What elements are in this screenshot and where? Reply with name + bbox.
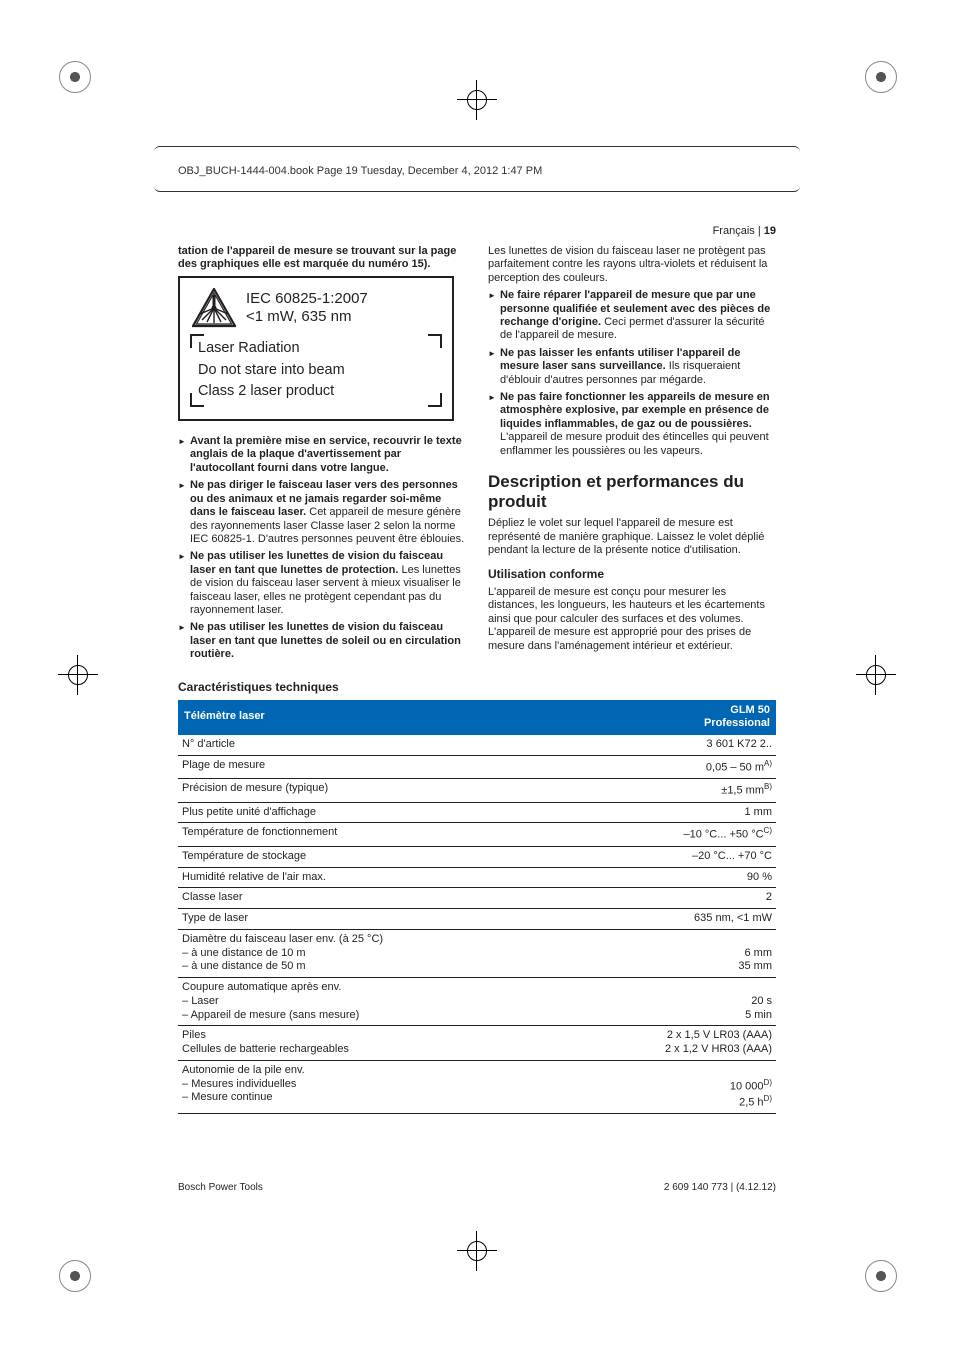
crosshair-top — [457, 80, 497, 120]
content-area: Français | 19 tation de l'appareil de me… — [178, 225, 776, 1114]
page-number: 19 — [764, 225, 776, 237]
regmark-top-right — [856, 52, 904, 100]
bullet-cover-label: Avant la première mise en service, recou… — [178, 435, 466, 475]
book-stamp: OBJ_BUCH-1444-004.book Page 19 Tuesday, … — [178, 165, 542, 177]
crosshair-bottom — [457, 1231, 497, 1271]
label-line1: Laser Radiation — [198, 338, 434, 360]
spec-row: N° d'article3 601 K72 2.. — [178, 735, 776, 755]
subheading-intended-use: Utilisation conforme — [488, 567, 776, 582]
section-heading-description: Description et performances du produit — [488, 472, 776, 511]
crosshair-left — [58, 655, 98, 695]
bullet-continuation: Les lunettes de vision du faisceau laser… — [488, 245, 776, 285]
label-line2: Do not stare into beam — [198, 360, 434, 382]
spec-row: Plage de mesure0,05 – 50 mA) — [178, 755, 776, 778]
intro-continuation: tation de l'appareil de mesure se trouva… — [178, 245, 466, 272]
spec-row: Plus petite unité d'affichage1 mm — [178, 802, 776, 823]
footer-brand: Bosch Power Tools — [178, 1182, 263, 1193]
regmark-bottom-right — [856, 1251, 904, 1299]
page-footer: Bosch Power Tools 2 609 140 773 | (4.12.… — [178, 1182, 776, 1193]
label-standard: IEC 60825-1:2007 — [246, 290, 368, 308]
spec-row-batteries: Piles Cellules de batterie rechargeables… — [178, 1026, 776, 1061]
page-sheet: OBJ_BUCH-1444-004.book Page 19 Tuesday, … — [0, 0, 954, 1351]
spec-row: Humidité relative de l'air max.90 % — [178, 867, 776, 888]
page-header: Français | 19 — [178, 225, 776, 237]
safety-bullets-left: Avant la première mise en service, recou… — [178, 435, 466, 662]
bullet-children: Ne pas laisser les enfants utiliser l'ap… — [488, 347, 776, 387]
label-power: <1 mW, 635 nm — [246, 308, 368, 326]
bullet-repair: Ne faire réparer l'appareil de mesure qu… — [488, 289, 776, 343]
bullet-no-aim: Ne pas diriger le faisceau laser vers de… — [178, 479, 466, 546]
laser-warning-label: IEC 60825-1:2007 <1 mW, 635 nm Laser Rad… — [178, 276, 454, 421]
footer-docnum: 2 609 140 773 | (4.12.12) — [664, 1182, 776, 1193]
crosshair-right — [856, 655, 896, 695]
intended-use-paragraph: L'appareil de mesure est conçu pour mesu… — [488, 586, 776, 653]
description-paragraph: Dépliez le volet sur lequel l'appareil d… — [488, 517, 776, 557]
bullet-explosive: Ne pas faire fonctionner les appareils d… — [488, 391, 776, 458]
label-line3: Class 2 laser product — [198, 381, 434, 403]
safety-bullets-right: Ne faire réparer l'appareil de mesure qu… — [488, 289, 776, 458]
two-column-body: tation de l'appareil de mesure se trouva… — [178, 245, 776, 666]
spec-row: Précision de mesure (typique)±1,5 mmB) — [178, 779, 776, 802]
spec-row-beam-diameter: Diamètre du faisceau laser env. (à 25 °C… — [178, 929, 776, 977]
spec-row: Classe laser2 — [178, 888, 776, 909]
spec-header-right: GLM 50 Professional — [564, 700, 776, 736]
spec-row-auto-off: Coupure automatique après env. Laser App… — [178, 978, 776, 1026]
spec-row: Type de laser635 nm, <1 mW — [178, 909, 776, 930]
bullet-no-sunglasses: Ne pas utiliser les lunettes de vision d… — [178, 621, 466, 661]
spec-row-battery-life: Autonomie de la pile env. Mesures indivi… — [178, 1060, 776, 1114]
regmark-top-left — [50, 52, 98, 100]
spec-header-left: Télémètre laser — [178, 700, 564, 736]
regmark-bottom-left — [50, 1251, 98, 1299]
spec-table: Télémètre laser GLM 50 Professional N° d… — [178, 700, 776, 1115]
bullet-no-protection-glasses: Ne pas utiliser les lunettes de vision d… — [178, 550, 466, 617]
spec-row: Température de stockage–20 °C... +70 °C — [178, 846, 776, 867]
laser-warning-icon — [192, 288, 236, 328]
spec-heading: Caractéristiques techniques — [178, 680, 776, 694]
spec-row: Température de fonctionnement–10 °C... +… — [178, 823, 776, 846]
page-language: Français — [713, 225, 755, 237]
